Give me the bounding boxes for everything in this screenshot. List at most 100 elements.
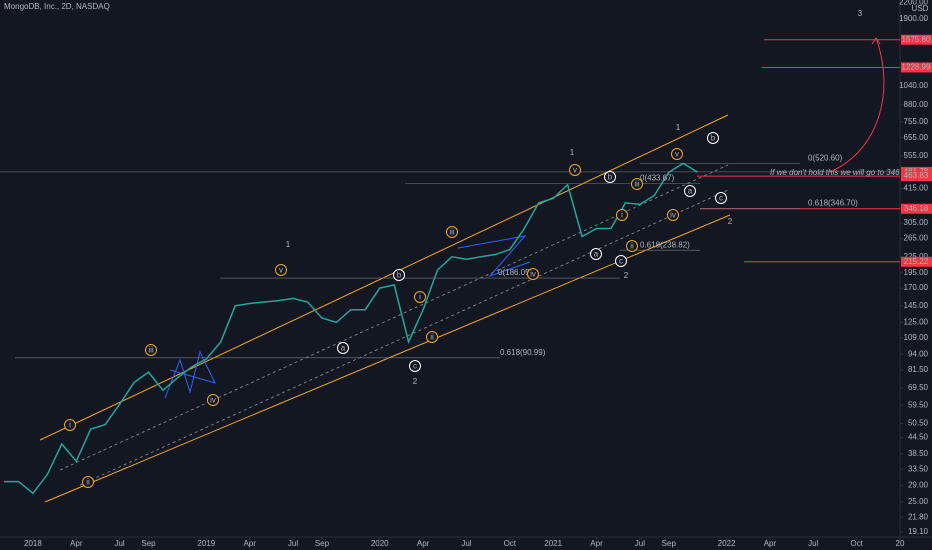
- y-tick-label: 29.00: [908, 480, 929, 489]
- x-tick-label: Sep: [315, 539, 330, 548]
- y-tick-label: 170.00: [904, 283, 929, 292]
- x-tick-label: Oct: [504, 539, 517, 548]
- triangle-drawing: [164, 350, 216, 399]
- y-tick-label: 555.00: [904, 151, 929, 160]
- wave-label: 2: [728, 217, 733, 226]
- y-tick-label: 125.00: [904, 317, 929, 326]
- wave-circle-label: i: [621, 211, 623, 220]
- wave-circle: [616, 209, 628, 221]
- wave-circle: [275, 264, 287, 276]
- wave-circle-label: iii: [634, 180, 640, 189]
- currency: USD: [912, 4, 929, 13]
- price-tag-label: 1575.80: [902, 35, 931, 44]
- x-tick-label: Oct: [850, 539, 863, 548]
- y-tick-label: 880.00: [904, 100, 929, 109]
- wave-circle-label: c: [719, 194, 723, 203]
- wave-circle: [207, 394, 219, 406]
- wave-label: 1: [286, 240, 291, 249]
- triangle-drawing: [457, 235, 531, 278]
- price-tag: [901, 34, 932, 45]
- wave-circle: [590, 248, 602, 260]
- wave-circle: [569, 164, 581, 176]
- y-tick-label: 305.00: [904, 218, 929, 227]
- wave-circle: [631, 178, 643, 190]
- wave-circle-label: v: [279, 266, 283, 275]
- wave-circle: [145, 344, 157, 356]
- y-tick-label: 109.00: [904, 333, 929, 342]
- wave-label: 1: [676, 123, 681, 132]
- y-tick-label: 25.00: [908, 497, 929, 506]
- wave-circle-label: iv: [530, 270, 536, 279]
- wave-label: 3: [858, 9, 863, 18]
- fib-label: 0(433.67): [640, 174, 675, 183]
- wave-circle: [64, 419, 76, 431]
- fib-label: 0.618(238.82): [640, 240, 690, 249]
- wave-circle-label: a: [341, 344, 346, 353]
- x-tick-label: 20: [896, 539, 905, 548]
- wave-circle-label: b: [608, 173, 613, 182]
- annotation: If we don't hold this we will go to 346: [770, 168, 900, 177]
- wave-circle-label: c: [413, 362, 417, 371]
- x-tick-label: 2020: [371, 539, 389, 548]
- wave-circle-label: v: [573, 166, 577, 175]
- wave-circle-label: ii: [430, 333, 434, 342]
- wave-circle-label: iii: [449, 228, 455, 237]
- y-tick-label: 33.50: [908, 464, 929, 473]
- x-tick-label: Apr: [417, 539, 430, 548]
- x-tick-label: Sep: [662, 539, 677, 548]
- x-tick-label: 2019: [197, 539, 215, 548]
- wave-circle: [707, 132, 719, 144]
- wave-circle: [82, 476, 94, 488]
- wave-circle: [409, 360, 421, 372]
- x-tick-label: Jul: [288, 539, 298, 548]
- x-tick-label: Jul: [461, 539, 471, 548]
- fib-label: 0.618(346.70): [808, 199, 858, 208]
- x-tick-label: 2022: [718, 539, 736, 548]
- wave-circle-label: iv: [670, 211, 676, 220]
- y-tick-label: 225.00: [904, 252, 929, 261]
- y-tick-label: 38.50: [908, 449, 929, 458]
- price-line: [4, 162, 699, 495]
- price-tag: [901, 62, 932, 73]
- channel-mid: [59, 164, 729, 471]
- wave-circle-label: ii: [630, 242, 634, 251]
- x-tick-label: 2018: [24, 539, 42, 548]
- price-tag-label: 215.22: [904, 257, 929, 266]
- wave-label: 2: [413, 377, 418, 386]
- x-tick-label: Sep: [141, 539, 156, 548]
- y-tick-label: 755.00: [904, 117, 929, 126]
- x-tick-label: 2021: [544, 539, 562, 548]
- x-tick-label: Jul: [635, 539, 645, 548]
- fib-label: 0(520.60): [808, 153, 843, 162]
- channel-upper: [39, 114, 729, 441]
- arrow-head: [871, 37, 881, 45]
- y-tick-label: 145.00: [904, 301, 929, 310]
- wave-circle: [393, 269, 405, 281]
- wave-circle-label: b: [711, 134, 716, 143]
- wave-circle-label: i: [69, 421, 71, 430]
- wave-circle: [667, 209, 679, 221]
- wave-circle: [626, 240, 638, 252]
- price-tag: [901, 256, 932, 267]
- price-tag: [901, 203, 932, 214]
- y-tick-label: 655.00: [904, 133, 929, 142]
- price-tag-label: 346.18: [904, 204, 929, 213]
- wave-circle: [604, 171, 616, 183]
- wave-circle: [715, 192, 727, 204]
- y-tick-label: 1900.00: [899, 14, 928, 23]
- wave-circle: [414, 291, 426, 303]
- y-tick-label: 195.00: [904, 268, 929, 277]
- wave-circle-label: ii: [86, 478, 90, 487]
- x-tick-label: Apr: [590, 539, 603, 548]
- y-tick-label: 59.50: [908, 400, 929, 409]
- symbol-title: MongoDB, Inc., 2D, NASDAQ: [4, 2, 110, 11]
- projection-arrow: [829, 37, 885, 173]
- y-tick-label: 94.00: [908, 349, 929, 358]
- wave-label: 2: [624, 271, 629, 280]
- x-tick-label: Apr: [70, 539, 83, 548]
- wave-circle-label: v: [675, 150, 679, 159]
- wave-circle-label: iii: [148, 346, 154, 355]
- x-tick-label: Apr: [764, 539, 777, 548]
